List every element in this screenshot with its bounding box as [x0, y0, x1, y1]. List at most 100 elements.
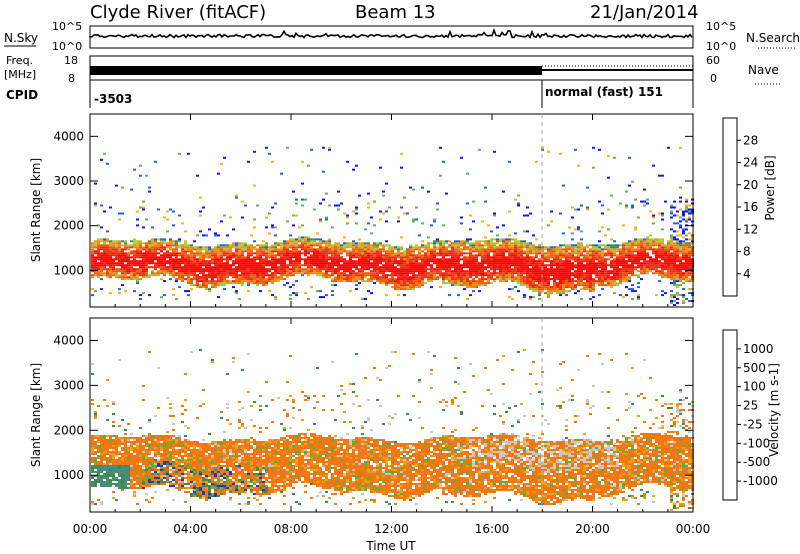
power-cell — [142, 246, 145, 249]
power-cell — [289, 274, 292, 277]
power-cell — [214, 268, 217, 271]
power-cell — [655, 252, 658, 255]
power-cell — [484, 244, 487, 247]
power-cell — [112, 252, 115, 255]
velocity-cell — [121, 463, 124, 465]
power-cell — [550, 252, 553, 255]
power-cell — [307, 236, 310, 239]
power-cell — [151, 226, 154, 229]
power-cell — [376, 266, 379, 269]
power-cell — [124, 268, 127, 271]
power-cell — [520, 284, 523, 287]
power-cell — [262, 278, 265, 281]
power-cell — [670, 244, 673, 247]
power-cell — [157, 260, 160, 263]
power-cell — [397, 276, 400, 279]
power-cell — [547, 288, 550, 291]
velocity-cell — [127, 455, 130, 457]
power-cell — [118, 240, 121, 243]
velocity-cell — [127, 465, 130, 467]
power-cell — [619, 294, 622, 297]
velocity-cell — [112, 471, 115, 473]
power-cell — [586, 276, 589, 279]
power-cell — [406, 262, 409, 265]
freq-label-1: Freq. — [6, 54, 33, 67]
power-cell — [559, 212, 562, 215]
power-cell — [625, 270, 628, 273]
power-cell — [586, 264, 589, 267]
power-cell — [106, 250, 109, 253]
power-cell — [145, 252, 148, 255]
power-cell — [196, 270, 199, 273]
power-cell — [517, 274, 520, 277]
noise-right-tick-bottom: 10^0 — [706, 40, 736, 53]
power-cell — [208, 268, 211, 271]
power-cell — [631, 256, 634, 259]
power-cell — [682, 252, 685, 255]
power-cell — [502, 190, 505, 193]
power-cell — [550, 274, 553, 277]
power-cell — [274, 256, 277, 259]
power-cell — [625, 264, 628, 267]
power-cell — [265, 264, 268, 267]
power-cell — [352, 264, 355, 267]
power-cell — [658, 274, 661, 277]
power-cell — [223, 266, 226, 269]
power-cell — [283, 242, 286, 245]
power-cell — [658, 262, 661, 265]
power-cell — [229, 282, 232, 285]
power-cell — [628, 250, 631, 253]
power-cell — [649, 256, 652, 259]
power-cell — [628, 240, 631, 243]
power-cell — [586, 254, 589, 257]
power-cell — [382, 278, 385, 281]
power-cell — [565, 284, 568, 287]
power-cell — [565, 248, 568, 251]
power-cell — [499, 244, 502, 247]
power-cell — [325, 240, 328, 243]
power-cell — [274, 246, 277, 249]
power-cell — [328, 244, 331, 247]
velocity-cell — [91, 503, 94, 505]
power-cell — [400, 274, 403, 277]
power-cell — [670, 266, 673, 269]
power-cell — [643, 268, 646, 271]
power-cell — [499, 248, 502, 251]
power-cell — [241, 200, 244, 203]
velocity-cell — [124, 433, 127, 435]
power-cell — [175, 246, 178, 249]
power-cell — [217, 248, 220, 251]
power-cell — [421, 262, 424, 265]
power-cell — [121, 284, 124, 287]
power-cell — [502, 270, 505, 273]
power-cell — [238, 250, 241, 253]
velocity-cell — [136, 445, 139, 447]
power-cell — [271, 272, 274, 275]
power-cell — [331, 244, 334, 247]
power-cell — [637, 264, 640, 267]
power-cell — [145, 260, 148, 263]
power-cell — [481, 270, 484, 273]
power-cell — [400, 270, 403, 273]
power-cell — [589, 262, 592, 265]
power-cell — [352, 260, 355, 263]
power-cell — [148, 260, 151, 263]
power-cell — [334, 246, 337, 249]
power-cell — [304, 250, 307, 253]
power-cell — [160, 262, 163, 265]
power-cell — [373, 250, 376, 253]
power-cell — [352, 254, 355, 257]
velocity-cell — [109, 481, 112, 483]
velocity-cell — [91, 399, 94, 401]
power-cell — [334, 270, 337, 273]
power-cell — [175, 266, 178, 269]
power-cell — [166, 254, 169, 257]
power-cell — [319, 250, 322, 253]
power-cell — [163, 238, 166, 241]
power-cell — [631, 270, 634, 273]
power-cell — [424, 258, 427, 261]
power-cell — [454, 282, 457, 285]
velocity-cell — [94, 481, 97, 483]
power-cell — [355, 276, 358, 279]
power-cell — [91, 294, 94, 297]
